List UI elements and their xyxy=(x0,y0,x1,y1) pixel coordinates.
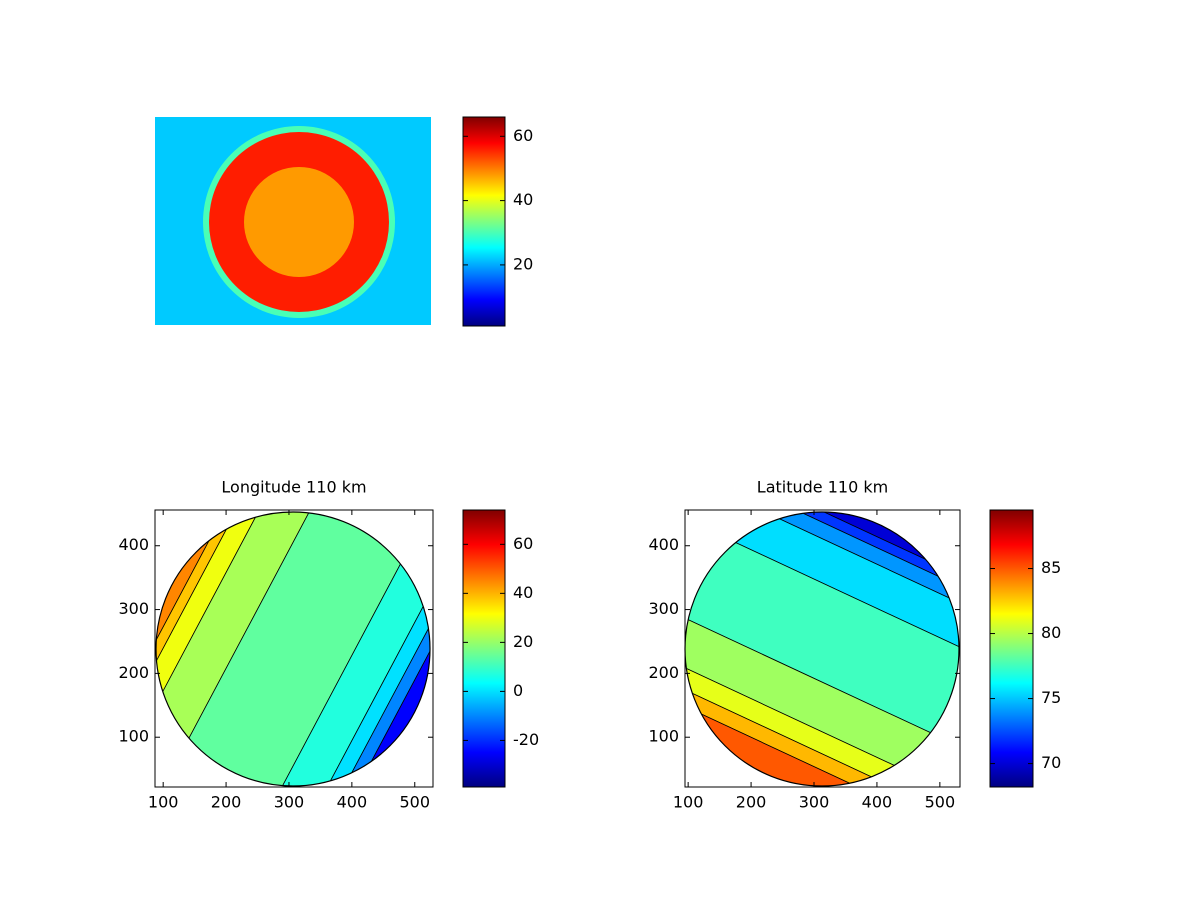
x-tick-label: 400 xyxy=(862,793,893,812)
disc-outline xyxy=(155,511,431,787)
y-tick-label: 300 xyxy=(118,599,149,618)
colorbar-tick-label: 20 xyxy=(513,254,533,273)
y-tick-label: 200 xyxy=(648,663,679,682)
chart-title: Latitude 110 km xyxy=(757,478,888,497)
colorbar-tick-label: 60 xyxy=(513,534,533,553)
colorbar-tick-label: 75 xyxy=(1041,688,1061,707)
y-tick-label: 200 xyxy=(118,663,149,682)
x-tick-label: 100 xyxy=(673,793,704,812)
y-tick-label: 300 xyxy=(648,599,679,618)
x-tick-label: 300 xyxy=(799,793,830,812)
colorbar xyxy=(462,116,506,327)
x-tick-label: 400 xyxy=(337,793,368,812)
colorbar xyxy=(989,509,1034,788)
chart-title: Longitude 110 km xyxy=(221,478,366,497)
x-tick-label: 500 xyxy=(925,793,956,812)
disc-outline xyxy=(684,511,960,787)
colorbar-tick-label: 0 xyxy=(513,681,523,700)
colorbar-tick-label: 85 xyxy=(1041,558,1061,577)
y-tick-label: 400 xyxy=(118,535,149,554)
y-tick-label: 100 xyxy=(648,727,679,746)
image-region xyxy=(244,167,354,277)
colorbar-tick-label: 40 xyxy=(513,190,533,209)
contour-field xyxy=(156,512,430,786)
colorbar-tick-label: 40 xyxy=(513,583,533,602)
x-tick-label: 500 xyxy=(399,793,430,812)
x-tick-label: 200 xyxy=(211,793,242,812)
y-tick-label: 400 xyxy=(648,535,679,554)
colorbar-tick-label: 80 xyxy=(1041,623,1061,642)
colorbar-tick-label: 70 xyxy=(1041,753,1061,772)
colorbar-tick-label: -20 xyxy=(513,730,539,749)
colorbar-tick-label: 60 xyxy=(513,126,533,145)
x-tick-label: 200 xyxy=(736,793,767,812)
x-tick-label: 100 xyxy=(148,793,179,812)
colorbar-tick-label: 20 xyxy=(513,632,533,651)
y-tick-label: 100 xyxy=(118,727,149,746)
colorbar xyxy=(462,509,506,788)
x-tick-label: 300 xyxy=(274,793,305,812)
